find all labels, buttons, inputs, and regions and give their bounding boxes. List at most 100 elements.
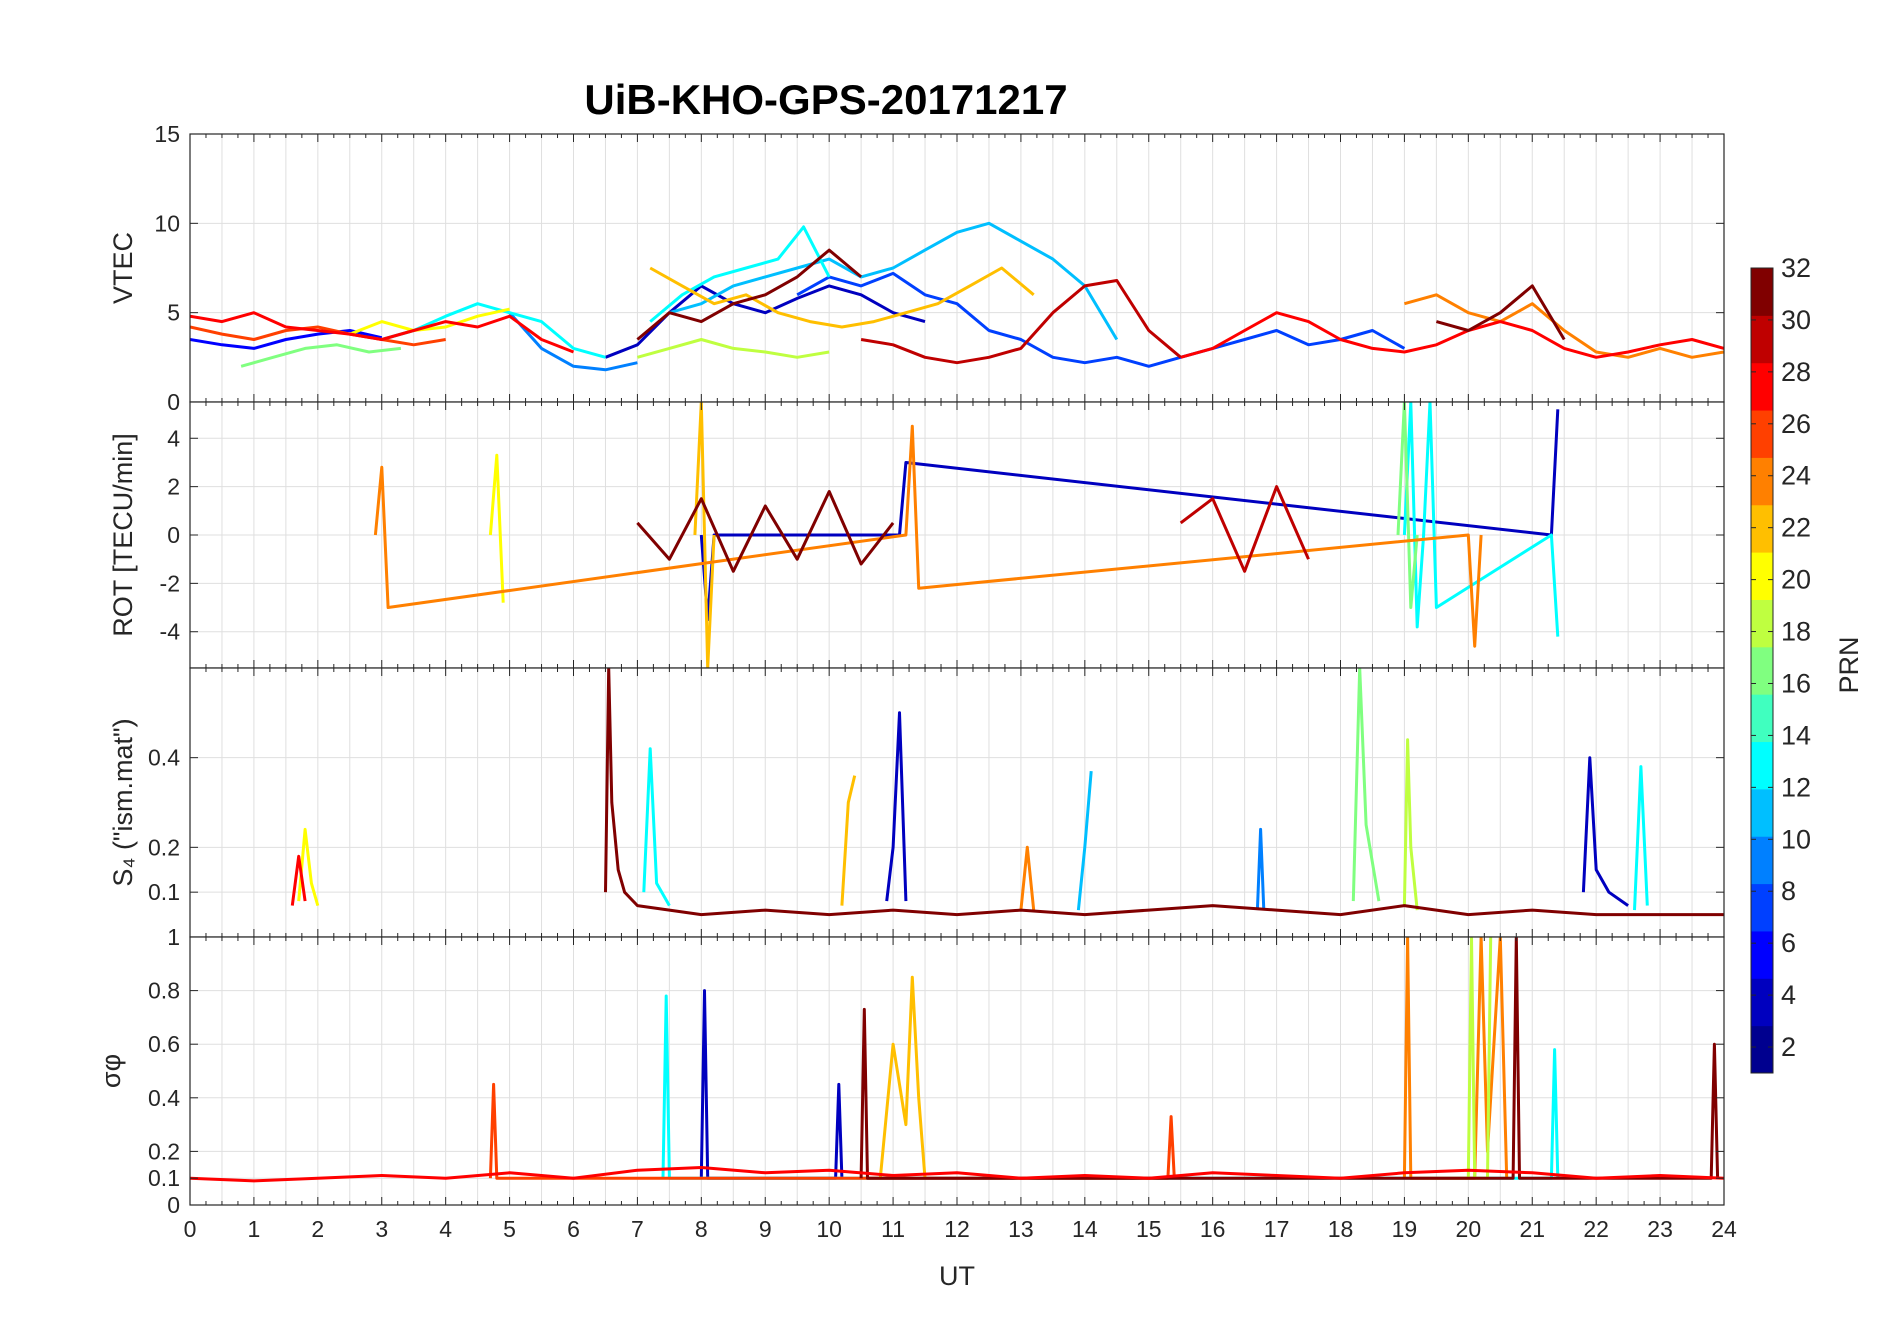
series-line-prn-20 bbox=[349, 307, 510, 336]
y-axis-label: VTEC bbox=[108, 232, 138, 304]
colorbar-segment bbox=[1751, 410, 1773, 458]
series-line-prn-22 bbox=[878, 975, 927, 1179]
series-line-prn-25 bbox=[1019, 845, 1036, 911]
series-line-prn-24 bbox=[1403, 293, 1724, 359]
colorbar-tick-label: 12 bbox=[1781, 772, 1811, 802]
y-tick-label: 0.4 bbox=[148, 1085, 180, 1111]
panel-1: 0 5 10 15 VTEC bbox=[108, 121, 1725, 415]
colorbar-segment bbox=[1751, 883, 1773, 932]
x-tick-label: 15 bbox=[1136, 1216, 1162, 1242]
x-tick-label: 5 bbox=[503, 1216, 516, 1242]
series-line-prn-10 bbox=[668, 221, 1119, 341]
colorbar-segment bbox=[1751, 788, 1773, 837]
series-line-prn-30 bbox=[1179, 485, 1310, 573]
colorbar-segment bbox=[1751, 268, 1773, 316]
series-line-prn-32 bbox=[636, 490, 895, 573]
chart-title: UiB-KHO-GPS-20171217 bbox=[584, 76, 1067, 123]
colorbar-segment bbox=[1751, 457, 1773, 506]
series-line-prn-29 bbox=[190, 311, 575, 354]
x-tick-label: 20 bbox=[1456, 1216, 1482, 1242]
series-line-prn-17 bbox=[1351, 668, 1381, 902]
series-line-prn-17 bbox=[1396, 402, 1419, 609]
colorbar-segment bbox=[1751, 362, 1773, 411]
x-tick-label: 13 bbox=[1008, 1216, 1034, 1242]
y-tick-label: 0.1 bbox=[148, 1165, 180, 1191]
y-tick-label: 4 bbox=[167, 425, 180, 451]
x-tick-label: 17 bbox=[1264, 1216, 1290, 1242]
y-axis-label: σφ bbox=[96, 1054, 126, 1088]
series-line-prn-28 bbox=[290, 854, 307, 906]
colorbar-segment bbox=[1751, 315, 1773, 364]
colorbar-segment bbox=[1751, 646, 1773, 695]
x-tick-label: 3 bbox=[375, 1216, 388, 1242]
panel-4: 00.10.2 0.4 0.6 0.8 1 σφ bbox=[96, 924, 1725, 1218]
colorbar-segment bbox=[1751, 836, 1773, 885]
series-line-prn-2 bbox=[885, 711, 908, 902]
y-tick-label: 10 bbox=[154, 210, 180, 236]
y-tick-label: -4 bbox=[160, 619, 181, 645]
series-line-prn-5 bbox=[190, 329, 383, 350]
y-axis-label: ROT [TECU/min] bbox=[108, 433, 138, 637]
y-tick-label: 0.8 bbox=[148, 978, 180, 1004]
x-tick-label: 12 bbox=[944, 1216, 970, 1242]
series-line-prn-12 bbox=[1402, 402, 1560, 637]
series-line-prn-20 bbox=[488, 453, 505, 603]
series-line-prn-22 bbox=[693, 402, 716, 668]
x-tick-label: 9 bbox=[759, 1216, 772, 1242]
series-line-prn-6 bbox=[796, 271, 1406, 368]
colorbar-tick-label: 14 bbox=[1781, 720, 1811, 750]
colorbar-tick-label: 32 bbox=[1781, 253, 1811, 283]
colorbar-frame bbox=[1750, 267, 1774, 1074]
series-line-prn-12 bbox=[1633, 765, 1649, 911]
colorbar-tick-label: 20 bbox=[1781, 565, 1811, 595]
series-line-prn-20 bbox=[297, 827, 320, 907]
colorbar-label: PRN bbox=[1834, 636, 1864, 693]
colorbar-segment bbox=[1751, 1025, 1773, 1074]
colorbar-tick-label: 6 bbox=[1781, 928, 1796, 958]
colorbar-segment bbox=[1751, 552, 1773, 600]
y-tick-label: 0.6 bbox=[148, 1031, 180, 1057]
y-tick-label: 15 bbox=[154, 121, 180, 147]
x-tick-label: 1 bbox=[248, 1216, 261, 1242]
y-tick-label: 5 bbox=[167, 300, 180, 326]
series-line-prn-28 bbox=[1180, 311, 1724, 359]
y-tick-label: 0 bbox=[167, 1192, 180, 1218]
colorbar-tick-label: 30 bbox=[1781, 305, 1811, 335]
colorbar-tick-label: 24 bbox=[1781, 461, 1811, 491]
x-tick-label: 24 bbox=[1711, 1216, 1737, 1242]
colorbar-tick-label: 16 bbox=[1781, 668, 1811, 698]
x-tick-label: 18 bbox=[1328, 1216, 1354, 1242]
colorbar-segment bbox=[1751, 504, 1773, 553]
series-line-prn-26 bbox=[190, 325, 446, 347]
x-tick-labels: 0 1 2 3 4 5 6 7 8 9 10 11 12 13 14 15 16 17 18 19 20 21 22 23 24 bbox=[184, 1216, 1737, 1242]
colorbar-tick-label: 8 bbox=[1781, 876, 1796, 906]
x-tick-label: 19 bbox=[1392, 1216, 1418, 1242]
series-line-prn-28 bbox=[190, 1166, 1724, 1183]
colorbar-tick-label: 22 bbox=[1781, 513, 1811, 543]
colorbar-segment bbox=[1751, 930, 1773, 979]
y-tick-label: -2 bbox=[160, 570, 180, 596]
y-axis-label: S₄ ("ism.mat") bbox=[108, 718, 138, 886]
x-tick-label: 23 bbox=[1647, 1216, 1673, 1242]
colorbar-tick-label: 10 bbox=[1781, 824, 1811, 854]
x-tick-label: 21 bbox=[1519, 1216, 1545, 1242]
colorbar-segment bbox=[1751, 741, 1773, 790]
series-line-prn-24 bbox=[1402, 937, 1509, 1180]
colorbar-tick-label: 18 bbox=[1781, 617, 1811, 647]
series-group bbox=[290, 668, 1724, 917]
y-tick-label: 0.1 bbox=[148, 879, 180, 905]
y-tick-label: 0.4 bbox=[148, 745, 180, 771]
series-line-prn-13 bbox=[642, 747, 671, 907]
x-tick-label: 11 bbox=[881, 1216, 905, 1242]
series-line-prn-26 bbox=[488, 1082, 1176, 1180]
colorbar-tick-label: 28 bbox=[1781, 357, 1811, 387]
series-line-prn-13 bbox=[649, 225, 831, 323]
series-line-prn-19 bbox=[1402, 738, 1419, 911]
y-tick-label: 0.2 bbox=[148, 834, 180, 860]
series-line-prn-32 bbox=[1435, 284, 1566, 341]
series-line-prn-2 bbox=[1581, 756, 1629, 907]
x-tick-label: 6 bbox=[567, 1216, 580, 1242]
x-axis-label: UT bbox=[939, 1261, 975, 1291]
x-tick-label: 8 bbox=[695, 1216, 708, 1242]
